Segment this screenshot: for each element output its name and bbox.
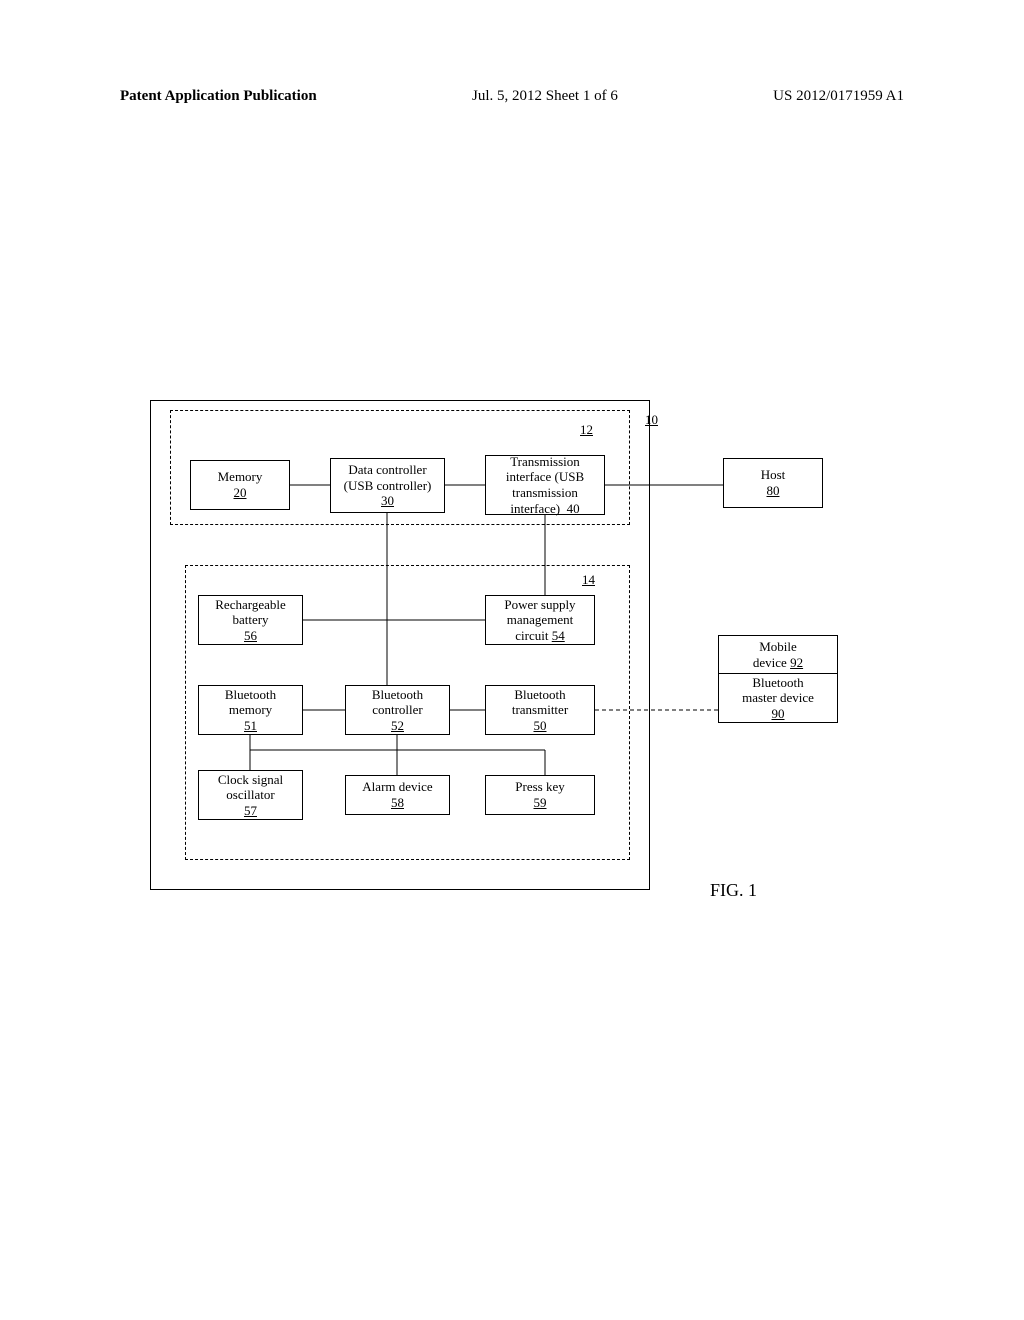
- box-btctrl-l2: controller: [372, 702, 423, 718]
- box-trans-l1: Transmission: [510, 454, 580, 470]
- box-bttx-l2: transmitter: [512, 702, 568, 718]
- figure-label: FIG. 1: [710, 880, 757, 901]
- box-host-ref: 80: [767, 483, 780, 499]
- page: Patent Application Publication Jul. 5, 2…: [0, 0, 1024, 1320]
- box-btmaster-ref: 90: [772, 706, 785, 722]
- box-data-controller: Data controller (USB controller) 30: [330, 458, 445, 513]
- ref-10: 10: [645, 412, 658, 428]
- box-btmaster-l2: master device: [742, 690, 814, 706]
- box-bluetooth-transmitter: Bluetooth transmitter 50: [485, 685, 595, 735]
- box-mobile-ref: device 92: [753, 655, 803, 671]
- box-trans-ref: interface) 40: [510, 501, 579, 517]
- box-btmem-l1: Bluetooth: [225, 687, 276, 703]
- box-transmission-interface: Transmission interface (USB transmission…: [485, 455, 605, 515]
- box-host: Host 80: [723, 458, 823, 508]
- box-battery: Rechargeable battery 56: [198, 595, 303, 645]
- box-btmem-ref: 51: [244, 718, 257, 734]
- ref-14: 14: [582, 572, 595, 588]
- box-psu-ref: circuit 54: [515, 628, 564, 644]
- box-btctrl-l1: Bluetooth: [372, 687, 423, 703]
- box-data-controller-l2: (USB controller): [344, 478, 432, 494]
- box-battery-l2: battery: [232, 612, 268, 628]
- box-btmem-l2: memory: [229, 702, 272, 718]
- box-psu-l1: Power supply: [504, 597, 575, 613]
- page-header: Patent Application Publication Jul. 5, 2…: [120, 88, 904, 105]
- box-memory-label: Memory: [218, 469, 263, 485]
- box-clock-oscillator: Clock signal oscillator 57: [198, 770, 303, 820]
- box-mobile-device: Mobile device 92: [718, 635, 838, 673]
- header-left: Patent Application Publication: [120, 88, 317, 105]
- box-clock-ref: 57: [244, 803, 257, 819]
- box-trans-l3: transmission: [512, 485, 578, 501]
- box-clock-l2: oscillator: [226, 787, 274, 803]
- box-bluetooth-master: Bluetooth master device 90: [718, 673, 838, 723]
- box-bluetooth-memory: Bluetooth memory 51: [198, 685, 303, 735]
- box-memory-ref: 20: [234, 485, 247, 501]
- box-mobile-l1: Mobile: [759, 639, 797, 655]
- box-data-controller-ref: 30: [381, 493, 394, 509]
- box-press-l1: Press key: [515, 779, 564, 795]
- box-power-supply: Power supply management circuit 54: [485, 595, 595, 645]
- box-btctrl-ref: 52: [391, 718, 404, 734]
- box-battery-ref: 56: [244, 628, 257, 644]
- box-memory: Memory 20: [190, 460, 290, 510]
- header-mid: Jul. 5, 2012 Sheet 1 of 6: [472, 88, 618, 105]
- box-bttx-l1: Bluetooth: [514, 687, 565, 703]
- box-trans-l2: interface (USB: [506, 469, 584, 485]
- box-host-label: Host: [761, 467, 786, 483]
- ref-12: 12: [580, 422, 593, 438]
- box-press-key: Press key 59: [485, 775, 595, 815]
- header-right: US 2012/0171959 A1: [773, 88, 904, 105]
- box-press-ref: 59: [534, 795, 547, 811]
- diagram: 10 12 14 Memory 20 Data controller (USB …: [150, 400, 890, 900]
- box-btmaster-l1: Bluetooth: [752, 675, 803, 691]
- box-alarm-ref: 58: [391, 795, 404, 811]
- box-alarm-l1: Alarm device: [362, 779, 432, 795]
- box-battery-l1: Rechargeable: [215, 597, 286, 613]
- box-bluetooth-controller: Bluetooth controller 52: [345, 685, 450, 735]
- box-clock-l1: Clock signal: [218, 772, 283, 788]
- box-bttx-ref: 50: [534, 718, 547, 734]
- box-data-controller-l1: Data controller: [348, 462, 426, 478]
- box-alarm-device: Alarm device 58: [345, 775, 450, 815]
- box-psu-l2: management: [507, 612, 573, 628]
